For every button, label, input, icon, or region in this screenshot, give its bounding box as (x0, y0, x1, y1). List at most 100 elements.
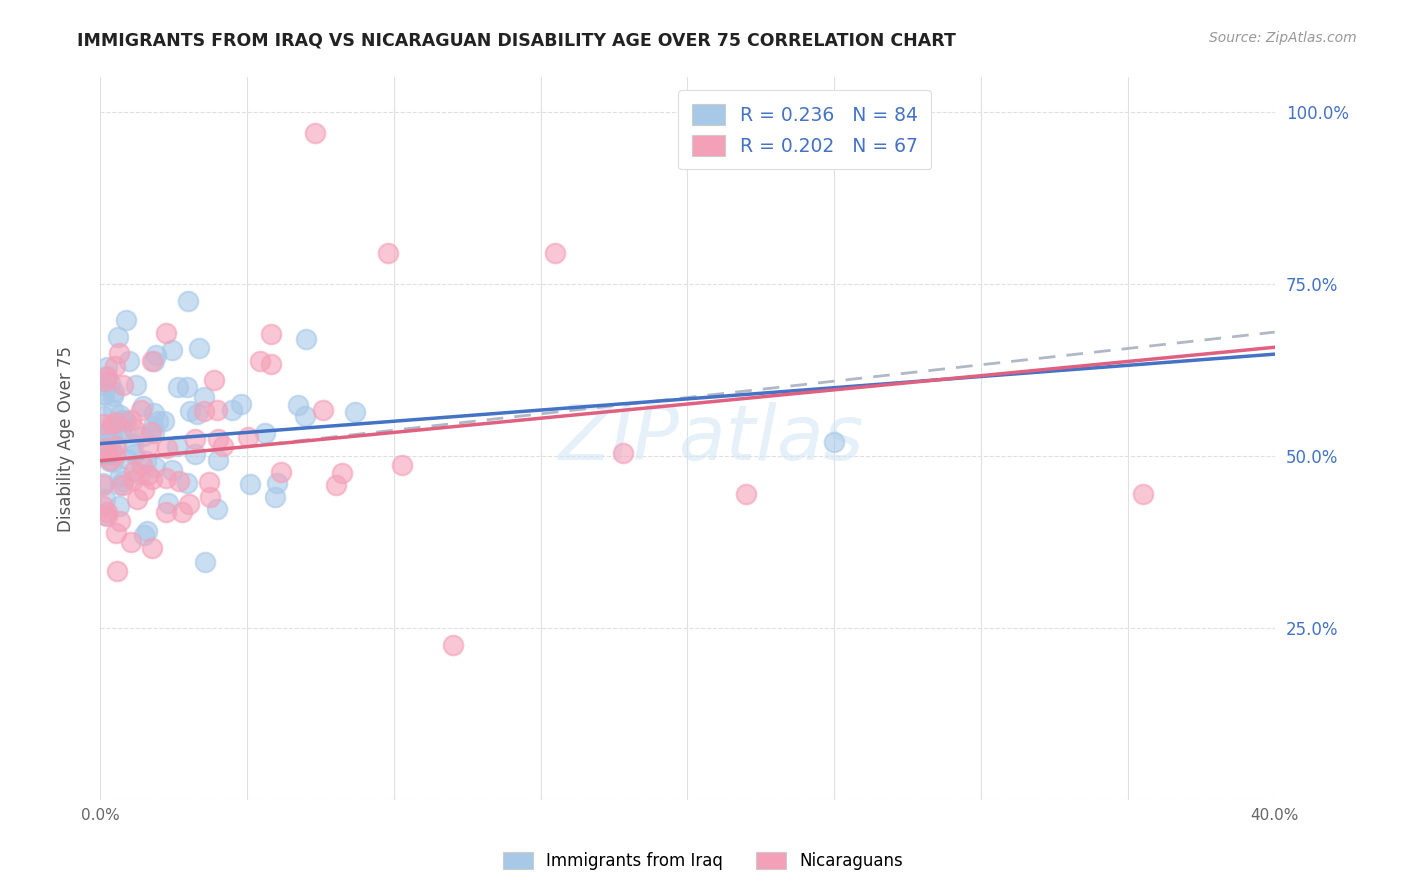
Point (166, 380, 188, 394)
Point (91, 478, 114, 492)
Point (120, 535, 142, 549)
Point (162, 463, 184, 477)
Point (111, 478, 134, 492)
Point (96, 440, 118, 454)
Point (377, 246, 399, 260)
Point (91, 499, 114, 513)
Point (343, 405, 366, 419)
Point (145, 348, 167, 362)
Point (146, 414, 169, 428)
Point (96, 508, 118, 523)
Point (735, 487, 758, 501)
Point (115, 415, 138, 429)
Point (142, 419, 165, 434)
Point (107, 564, 129, 578)
Point (170, 505, 193, 519)
Point (118, 353, 141, 368)
Point (221, 402, 243, 417)
Point (156, 442, 179, 456)
Point (176, 476, 198, 491)
Point (186, 408, 208, 422)
Point (125, 378, 148, 392)
Point (91, 378, 114, 392)
Point (96, 360, 118, 375)
Point (110, 468, 132, 483)
Point (94, 442, 117, 456)
Point (236, 430, 259, 444)
Point (101, 442, 124, 457)
Point (132, 429, 155, 443)
Point (325, 478, 347, 492)
Point (184, 432, 207, 446)
Point (131, 458, 153, 473)
Point (103, 455, 125, 469)
Point (110, 422, 132, 436)
Legend: Immigrants from Iraq, Nicaraguans: Immigrants from Iraq, Nicaraguans (496, 845, 910, 877)
Point (176, 379, 198, 393)
Point (155, 505, 177, 519)
Point (94, 368, 117, 383)
Point (93, 448, 115, 462)
Point (141, 354, 163, 368)
Point (135, 524, 157, 538)
Point (91, 475, 114, 490)
Point (253, 425, 276, 440)
Point (101, 388, 124, 402)
Point (100, 444, 122, 458)
Point (312, 402, 335, 417)
Point (142, 425, 165, 440)
Point (194, 556, 217, 570)
Point (91, 436, 114, 450)
Point (330, 466, 353, 480)
Point (124, 464, 146, 478)
Point (96, 369, 118, 384)
Point (239, 477, 262, 491)
Point (110, 409, 132, 423)
Point (612, 445, 634, 459)
Point (441, 638, 464, 652)
Point (304, 126, 326, 140)
Point (134, 483, 156, 497)
Point (121, 473, 143, 487)
Point (153, 414, 176, 428)
Point (1132, 487, 1154, 501)
Point (110, 426, 132, 441)
Point (193, 390, 215, 404)
Point (108, 514, 131, 528)
Point (120, 413, 142, 427)
Point (143, 405, 166, 419)
Point (107, 329, 129, 343)
Point (132, 527, 155, 541)
Point (101, 429, 124, 443)
Point (177, 497, 200, 511)
Point (129, 467, 152, 481)
Point (142, 354, 165, 368)
Point (122, 447, 145, 461)
Point (141, 541, 163, 555)
Point (188, 341, 211, 355)
Point (108, 345, 131, 359)
Point (162, 343, 184, 358)
Point (207, 452, 229, 467)
Point (98, 453, 121, 467)
Point (143, 460, 166, 475)
Point (212, 439, 235, 453)
Point (104, 359, 127, 374)
Point (101, 423, 124, 437)
Point (101, 417, 124, 432)
Point (122, 437, 145, 451)
Point (294, 409, 316, 424)
Point (260, 327, 283, 342)
Point (207, 432, 229, 446)
Point (155, 471, 177, 485)
Point (260, 357, 283, 371)
Point (156, 496, 179, 510)
Point (94, 374, 117, 388)
Point (91, 387, 114, 401)
Y-axis label: Disability Age Over 75: Disability Age Over 75 (58, 346, 75, 532)
Point (104, 448, 127, 462)
Point (93, 387, 115, 401)
Point (104, 439, 127, 453)
Point (179, 404, 201, 418)
Point (263, 491, 285, 505)
